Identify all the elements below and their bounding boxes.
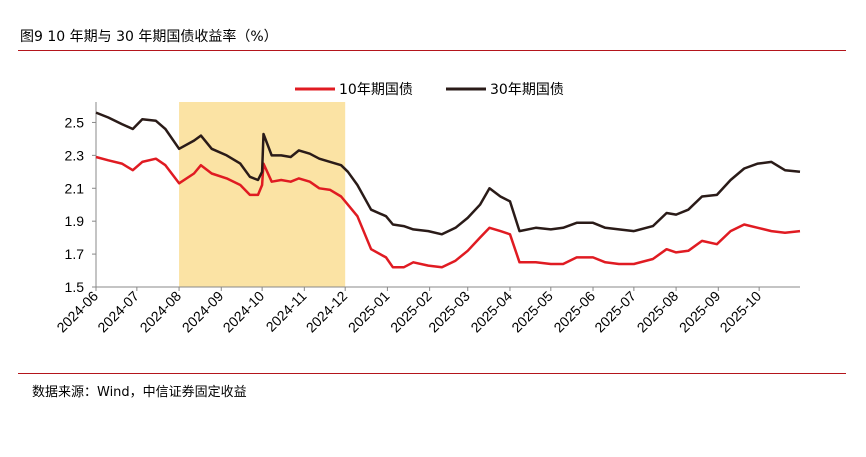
legend-label-30y: 30年期国债 <box>490 82 564 98</box>
y-tick-label: 2.1 <box>65 180 85 196</box>
legend-label-10y: 10年期国债 <box>339 82 413 98</box>
x-tick-label: 2024-07 <box>94 288 142 336</box>
y-tick-label: 1.5 <box>65 279 85 295</box>
bottom-rule <box>18 373 846 374</box>
x-tick-label: 2025-04 <box>467 288 515 336</box>
y-tick-label: 1.7 <box>65 246 85 262</box>
x-tick-label: 2025-08 <box>634 288 682 336</box>
x-tick-label: 2025-06 <box>550 288 598 336</box>
x-tick-label: 2024-12 <box>303 288 351 336</box>
source-note: 数据来源：Wind，中信证券固定收益 <box>32 385 247 400</box>
x-tick-label: 2025-05 <box>508 288 556 336</box>
series-line-10y <box>95 155 801 269</box>
axis-layer: 2.52.32.11.91.71.52024-062024-072024-082… <box>53 102 800 335</box>
y-tick-label: 2.5 <box>65 114 85 130</box>
x-tick-label: 2024-11 <box>263 288 310 335</box>
x-tick-label: 2025-09 <box>676 288 724 336</box>
yield-line-chart: 2.52.32.11.91.71.52024-062024-072024-082… <box>53 82 801 335</box>
series-line-30y <box>95 111 801 236</box>
series-layer <box>95 111 801 269</box>
highlight-layer <box>179 102 346 287</box>
figure-title: 图9 10 年期与 30 年期国债收益率（%） <box>20 29 278 45</box>
x-tick-label: 2025-03 <box>425 288 473 336</box>
x-tick-label: 2025-02 <box>387 288 435 336</box>
legend: 10年期国债 30年期国债 <box>295 82 564 98</box>
x-tick-label: 2024-09 <box>179 288 227 336</box>
x-tick-label: 2024-10 <box>220 288 268 336</box>
x-tick-label: 2025-07 <box>591 288 639 336</box>
x-tick-label: 2025-10 <box>717 288 765 336</box>
top-rule <box>18 50 846 51</box>
x-tick-label: 2025-01 <box>345 288 393 336</box>
y-tick-label: 2.3 <box>65 147 85 163</box>
y-tick-label: 1.9 <box>65 213 85 229</box>
highlight-band <box>179 102 346 287</box>
x-tick-label: 2024-08 <box>137 288 185 336</box>
